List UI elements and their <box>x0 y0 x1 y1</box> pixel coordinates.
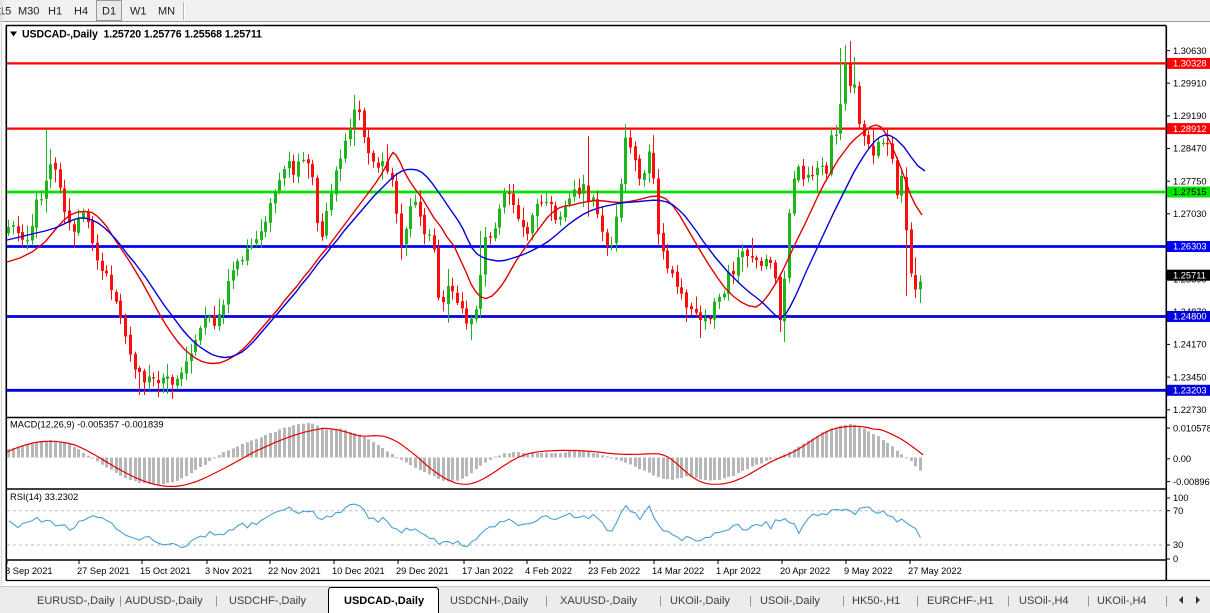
svg-text:1.29190: 1.29190 <box>1173 111 1207 121</box>
svg-text:RSI(14) 33.2302: RSI(14) 33.2302 <box>10 492 78 502</box>
svg-text:USDCAD-,Daily: USDCAD-,Daily <box>344 595 425 607</box>
svg-text:UKOil-,Daily: UKOil-,Daily <box>670 595 730 607</box>
svg-text:29 Dec 2021: 29 Dec 2021 <box>396 566 449 576</box>
svg-text:70: 70 <box>1173 506 1183 516</box>
svg-text:1.28912: 1.28912 <box>1173 124 1207 134</box>
svg-text:USDCHF-,Daily: USDCHF-,Daily <box>229 595 307 607</box>
svg-text:|: | <box>842 595 845 607</box>
svg-text:|: | <box>119 595 122 607</box>
svg-text:D1: D1 <box>102 6 116 18</box>
svg-text:1.24170: 1.24170 <box>1173 340 1207 350</box>
svg-text:USOil-,H4: USOil-,H4 <box>1019 595 1069 607</box>
svg-text:1.24800: 1.24800 <box>1173 312 1207 322</box>
svg-text:8 Sep 2021: 8 Sep 2021 <box>5 566 53 576</box>
svg-text:1.30630: 1.30630 <box>1173 46 1207 56</box>
svg-text:15: 15 <box>0 6 11 18</box>
svg-text:|: | <box>1087 595 1090 607</box>
svg-text:3 Nov 2021: 3 Nov 2021 <box>205 566 253 576</box>
svg-text:0: 0 <box>1173 554 1178 564</box>
svg-text:27 Sep 2021: 27 Sep 2021 <box>77 566 130 576</box>
svg-text:AUDUSD-,Daily: AUDUSD-,Daily <box>125 595 203 607</box>
svg-text:20 Apr 2022: 20 Apr 2022 <box>780 566 830 576</box>
svg-text:XAUUSD-,Daily: XAUUSD-,Daily <box>560 595 638 607</box>
svg-text:|: | <box>749 595 752 607</box>
svg-text:1.22730: 1.22730 <box>1173 405 1207 415</box>
svg-text:EURCHF-,H1: EURCHF-,H1 <box>927 595 994 607</box>
svg-text:1.25711: 1.25711 <box>1173 270 1206 280</box>
svg-text:1.26303: 1.26303 <box>1173 242 1207 252</box>
svg-text:-0.00896: -0.00896 <box>1173 477 1210 487</box>
svg-text:H1: H1 <box>48 6 62 18</box>
svg-text:EURUSD-,Daily: EURUSD-,Daily <box>37 595 115 607</box>
svg-text:4 Feb 2022: 4 Feb 2022 <box>525 566 572 576</box>
svg-text:14 Mar 2022: 14 Mar 2022 <box>652 566 704 576</box>
svg-text:30: 30 <box>1173 540 1183 550</box>
svg-text:USOil-,Daily: USOil-,Daily <box>760 595 820 607</box>
svg-text:0.010578: 0.010578 <box>1173 423 1210 433</box>
svg-text:10 Dec 2021: 10 Dec 2021 <box>332 566 385 576</box>
svg-text:W1: W1 <box>130 6 147 18</box>
svg-text:1.30328: 1.30328 <box>1173 59 1207 69</box>
svg-text:1 Apr 2022: 1 Apr 2022 <box>716 566 761 576</box>
svg-text:USDCAD-,Daily 1.25720 1.25776: USDCAD-,Daily 1.25720 1.25776 1.25568 1.… <box>22 29 262 41</box>
svg-text:M30: M30 <box>18 6 39 18</box>
svg-text:|: | <box>1007 595 1010 607</box>
svg-text:|: | <box>545 595 548 607</box>
svg-text:HK50-,H1: HK50-,H1 <box>852 595 900 607</box>
svg-text:1.28470: 1.28470 <box>1173 144 1207 154</box>
svg-text:UKOil-,H4: UKOil-,H4 <box>1097 595 1147 607</box>
svg-text:|: | <box>659 595 662 607</box>
svg-text:23 Feb 2022: 23 Feb 2022 <box>588 566 640 576</box>
svg-text:MACD(12,26,9) -0.005357 -0.001: MACD(12,26,9) -0.005357 -0.001839 <box>10 420 164 430</box>
svg-text:USDCNH-,Daily: USDCNH-,Daily <box>450 595 529 607</box>
svg-text:0.00: 0.00 <box>1173 454 1191 464</box>
svg-text:1.27750: 1.27750 <box>1173 176 1207 186</box>
svg-text:1.29910: 1.29910 <box>1173 79 1207 89</box>
svg-text:H4: H4 <box>74 6 88 18</box>
svg-text:1.23450: 1.23450 <box>1173 372 1207 382</box>
svg-text:17 Jan 2022: 17 Jan 2022 <box>462 566 513 576</box>
svg-text:1.27030: 1.27030 <box>1173 209 1207 219</box>
svg-text:|: | <box>1165 595 1168 607</box>
svg-text:100: 100 <box>1173 493 1189 503</box>
svg-text:MN: MN <box>158 6 175 18</box>
svg-text:22 Nov 2021: 22 Nov 2021 <box>268 566 321 576</box>
svg-text:1.27515: 1.27515 <box>1173 187 1207 197</box>
svg-text:9 May 2022: 9 May 2022 <box>844 566 893 576</box>
svg-text:|: | <box>916 595 919 607</box>
svg-text:15 Oct 2021: 15 Oct 2021 <box>140 566 191 576</box>
svg-text:|: | <box>215 595 218 607</box>
svg-text:1.23203: 1.23203 <box>1173 386 1207 396</box>
svg-text:27 May 2022: 27 May 2022 <box>908 566 962 576</box>
